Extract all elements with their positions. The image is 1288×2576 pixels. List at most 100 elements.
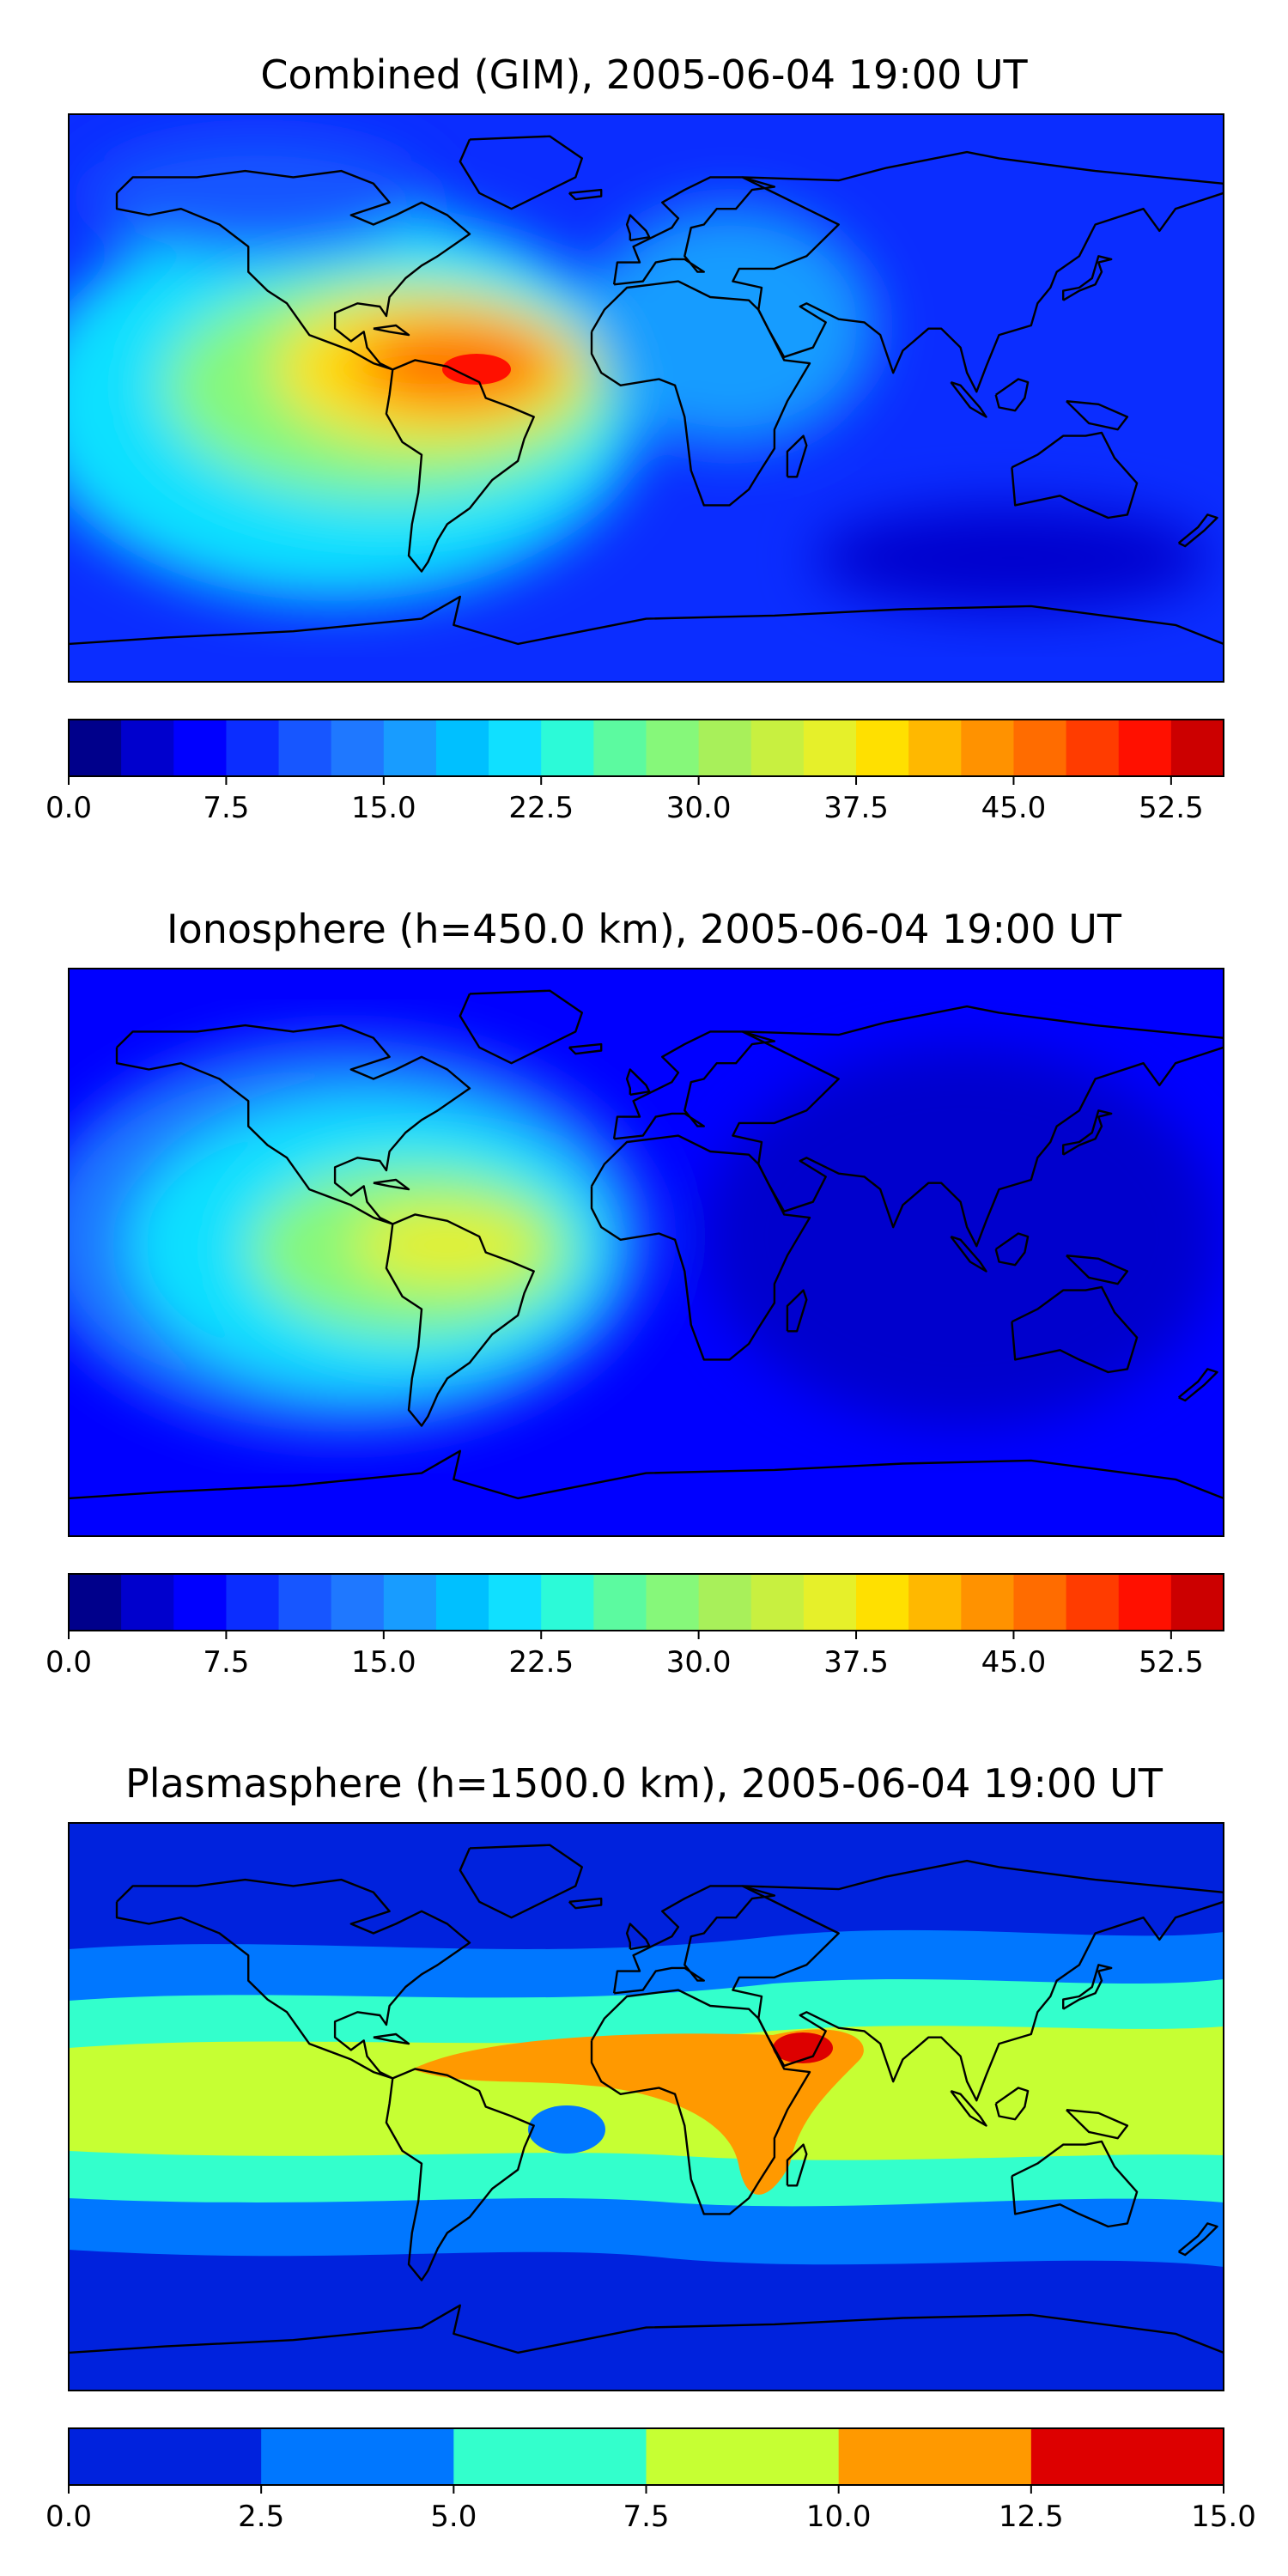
band-12.5-15.0: [773, 2032, 833, 2063]
colorbar-swatch: [173, 720, 228, 776]
colorbar-tick-label: 0.0: [46, 1645, 92, 1680]
map-panel-ionosphere: [69, 969, 1224, 1536]
coastline: [786, 2143, 808, 2187]
colorbar-tick-label: 12.5: [999, 2500, 1064, 2534]
coastline: [459, 1844, 583, 1919]
colorbar-tick-label: 52.5: [1139, 1645, 1204, 1680]
colorbar-tick-label: 0.0: [46, 791, 92, 825]
coastline: [115, 1024, 471, 1225]
colorbar-swatch: [331, 1574, 385, 1631]
map-panel-plasmasphere: [69, 1823, 1224, 2391]
coastline: [590, 280, 811, 507]
coastline: [1011, 431, 1139, 519]
map-frame-ionosphere: [68, 968, 1224, 1537]
colorbar-ionosphere: 0.0 7.5 15.0 22.5 30.0 37.5 45.0 52.5: [46, 1573, 1224, 1680]
coastline: [590, 1989, 811, 2215]
map-panel-combined: [69, 114, 1224, 682]
colorbar-tick-label: 7.5: [623, 2500, 669, 2534]
colorbar-swatch: [961, 1574, 1015, 1631]
colorbar-frame: [68, 719, 1224, 777]
coastline: [568, 1897, 603, 1910]
colorbar-tick-label: 7.5: [203, 1645, 249, 1680]
colorbar-tick-label: 52.5: [1139, 791, 1204, 825]
colorbar-swatch: [278, 720, 332, 776]
colorbar-tick-label: 15.0: [351, 791, 416, 825]
colorbar-swatch: [750, 1574, 805, 1631]
colorbar-swatch: [908, 720, 962, 776]
colorbar-tick-label: 7.5: [203, 791, 249, 825]
coastline: [385, 2068, 535, 2281]
coastline: [1062, 1964, 1113, 2010]
colorbar-swatch: [803, 1574, 857, 1631]
coastline: [786, 1289, 808, 1333]
colorbar-tick-label: 15.0: [351, 1645, 416, 1680]
coastline: [1011, 1285, 1139, 1374]
coastline: [1062, 255, 1113, 301]
coastline: [568, 188, 603, 201]
field-blob: [704, 1048, 1219, 1425]
colorbar-swatch: [593, 720, 647, 776]
colorbar-tick-label: 10.0: [806, 2500, 872, 2534]
colorbar-swatch: [646, 2428, 840, 2485]
coastline: [732, 1859, 1224, 2102]
coastline: [994, 2087, 1030, 2121]
field-blob: [816, 507, 1211, 610]
colorbar-tick-label: 5.0: [430, 2500, 477, 2534]
coastlines-ionosphere: [69, 989, 1224, 1500]
colorbar-swatch: [383, 720, 437, 776]
colorbar-swatch: [908, 1574, 962, 1631]
colorbar-swatch: [121, 1574, 174, 1631]
map-frame-combined: [68, 113, 1224, 683]
colorbar-tick-label: 30.0: [666, 1645, 732, 1680]
colorbar-swatch: [261, 2428, 454, 2485]
colorbar-tick-label: 15.0: [1191, 2500, 1256, 2534]
coastline: [950, 1235, 987, 1273]
coastline: [950, 2089, 987, 2127]
colorbar-swatch: [856, 1574, 909, 1631]
colorbar-tick-label: 45.0: [981, 791, 1047, 825]
coastline: [994, 1232, 1030, 1267]
coastline: [590, 1134, 811, 1361]
colorbar-swatch: [698, 720, 752, 776]
coastline: [1066, 400, 1129, 431]
coastline: [625, 1068, 651, 1097]
colorbar-swatch: [226, 720, 280, 776]
colorbar-tick-label: 45.0: [981, 1645, 1047, 1680]
colorbar-swatch: [1118, 720, 1172, 776]
colorbar-swatch: [698, 1574, 752, 1631]
colorbar-plasmasphere: 0.0 2.5 5.0 7.5 10.0 12.5 15.0: [46, 2427, 1256, 2534]
colorbar-swatch: [856, 720, 909, 776]
colorbar-swatch: [331, 720, 385, 776]
coastlines-combined: [69, 135, 1224, 646]
colorbar-swatch: [489, 720, 542, 776]
colorbar-swatch: [1066, 1574, 1120, 1631]
field-blob: [86, 137, 429, 258]
coastline: [732, 150, 1224, 393]
colorbar-tick-label: 37.5: [823, 1645, 889, 1680]
colorbar-swatch: [803, 720, 857, 776]
coastline: [1177, 2222, 1218, 2257]
coastline: [1066, 1255, 1129, 1285]
coastline: [1066, 2109, 1129, 2140]
field-blob: [352, 1206, 541, 1284]
colorbar-swatch: [435, 1574, 489, 1631]
coastline: [612, 1030, 776, 1140]
coastline: [115, 169, 471, 371]
coastline: [373, 324, 410, 337]
colorbar-swatch: [1013, 720, 1067, 776]
colorbar-swatch: [646, 720, 700, 776]
field-blob: [584, 206, 876, 447]
colorbar-swatch: [453, 2428, 647, 2485]
colorbar-tick-label: 2.5: [238, 2500, 284, 2534]
coastline: [612, 176, 776, 286]
colorbar-swatch: [838, 2428, 1032, 2485]
panel-title-combined: Combined (GIM), 2005-06-04 19:00 UT: [260, 52, 1028, 98]
coastline: [625, 1923, 651, 1951]
coastline: [625, 214, 651, 242]
coastline: [459, 989, 583, 1065]
coastline: [373, 2032, 410, 2045]
colorbar-swatch: [121, 720, 174, 776]
colorbar-tick-label: 22.5: [508, 791, 574, 825]
colorbar-swatch: [69, 1574, 122, 1631]
band-10.0-12.5: [412, 2029, 864, 2195]
